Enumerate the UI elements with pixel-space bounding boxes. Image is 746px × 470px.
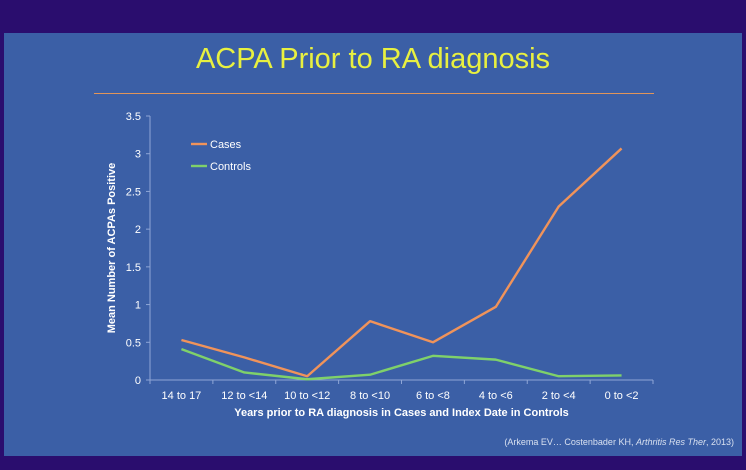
line-chart: 0 0.5 1 1.5 2 2.5 3 3.5 14 to 17 12 to <14 10 to <… <box>106 111 654 419</box>
x-tick-label: 4 to <6 <box>479 390 513 402</box>
y-tick-label: 3.5 <box>126 111 141 123</box>
slide-title: ACPA Prior to RA diagnosis <box>195 43 551 75</box>
y-tick-label: 1.5 <box>126 262 141 274</box>
x-tick-label: 2 to <4 <box>542 390 576 402</box>
x-tick-label: 14 to 17 <box>162 390 202 402</box>
citation-suffix: , 2013) <box>705 437 734 447</box>
y-tick-label: 2.5 <box>126 186 141 198</box>
y-axis-title: Mean Number of ACPAs Positive <box>106 163 118 334</box>
legend-label-cases: Cases <box>210 139 242 151</box>
x-tick-label: 8 to <10 <box>350 390 390 402</box>
legend-label-controls: Controls <box>210 161 251 173</box>
y-tick-label: 1 <box>135 300 141 312</box>
y-tick-label: 0 <box>135 375 141 387</box>
citation: (Arkema EV… Costenbader KH, Arthritis Re… <box>504 437 734 447</box>
x-tick-label: 6 to <8 <box>416 390 450 402</box>
x-tick-label: 0 to <2 <box>605 390 639 402</box>
title-divider <box>94 93 654 94</box>
series-line-controls <box>181 347 622 381</box>
series-line-cases <box>181 147 623 378</box>
y-tick-label: 3 <box>135 149 141 161</box>
citation-prefix: (Arkema EV… Costenbader KH, <box>504 437 636 447</box>
x-tick-label: 10 to <12 <box>284 390 330 402</box>
slide: ACPA Prior to RA diagnosis 0 0.5 1 1.5 2 2.5 3… <box>4 33 742 456</box>
x-axis-title: Years prior to RA diagnosis in Cases and… <box>234 407 569 419</box>
y-tick-label: 0.5 <box>126 337 141 349</box>
x-tick-label: 12 to <14 <box>221 390 267 402</box>
citation-journal: Arthritis Res Ther <box>635 437 706 447</box>
y-tick-label: 2 <box>135 224 141 236</box>
